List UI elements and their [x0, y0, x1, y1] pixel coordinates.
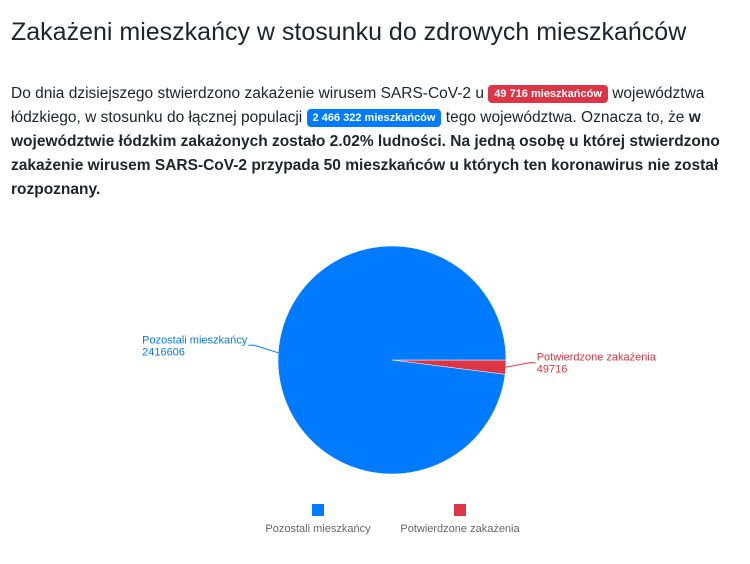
pie-leader-line-1 — [505, 362, 536, 368]
legend-swatch-0[interactable] — [312, 504, 324, 516]
summary-text-2: województwa łódzkiego, w stosunku do łąc… — [11, 85, 705, 126]
summary-bold-text: w województwie łódzkim zakażonych został… — [11, 109, 720, 198]
legend-label-1[interactable]: Potwierdzone zakażenia — [400, 523, 520, 535]
legend-swatch-1[interactable] — [454, 504, 466, 516]
pie-data-label-value-0: 2416606 — [142, 346, 185, 358]
legend-label-0[interactable]: Pozostali mieszkańcy — [265, 523, 371, 535]
summary-text-3: tego województwa. Oznacza to, że — [441, 109, 689, 126]
summary-paragraph: Do dnia dzisiejszego stwierdzono zakażen… — [11, 82, 743, 202]
population-count-badge: 2 466 322 mieszkańców — [306, 109, 442, 127]
pie-data-label-name-1: Potwierdzone zakażenia — [537, 352, 657, 364]
summary-text-1: Do dnia dzisiejszego stwierdzono zakażen… — [11, 85, 489, 102]
infected-count-badge: 49 716 mieszkańców — [488, 85, 608, 103]
pie-leader-line-0 — [248, 344, 279, 354]
page-title: Zakażeni mieszkańcy w stosunku do zdrowy… — [11, 18, 687, 46]
pie-data-label-value-1: 49716 — [537, 364, 568, 376]
pie-slice-0[interactable] — [277, 245, 507, 475]
pie-data-label-name-0: Pozostali mieszkańcy — [142, 334, 248, 346]
